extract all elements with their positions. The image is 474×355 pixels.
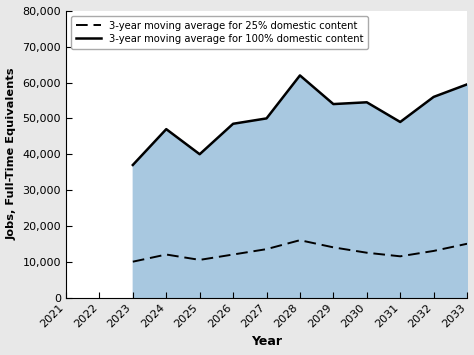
- 3-year moving average for 25% domestic content: [397, 254, 403, 258]
- 3-year moving average for 100% domestic content: [197, 152, 202, 156]
- Legend: 3-year moving average for 25% domestic content, 3-year moving average for 100% d: 3-year moving average for 25% domestic c…: [71, 16, 368, 49]
- 3-year moving average for 25% domestic content: [297, 238, 303, 242]
- 3-year moving average for 100% domestic content: [230, 122, 236, 126]
- 3-year moving average for 25% domestic content: [130, 260, 136, 264]
- 3-year moving average for 25% domestic content: [464, 242, 470, 246]
- 3-year moving average for 100% domestic content: [330, 102, 336, 106]
- 3-year moving average for 25% domestic content: [330, 245, 336, 250]
- 3-year moving average for 25% domestic content: [264, 247, 269, 251]
- 3-year moving average for 100% domestic content: [130, 163, 136, 167]
- Line: 3-year moving average for 25% domestic content: 3-year moving average for 25% domestic c…: [133, 240, 467, 262]
- 3-year moving average for 100% domestic content: [397, 120, 403, 124]
- 3-year moving average for 25% domestic content: [197, 258, 202, 262]
- Y-axis label: Jobs, Full-Time Equivalents: Jobs, Full-Time Equivalents: [7, 68, 17, 240]
- 3-year moving average for 25% domestic content: [431, 249, 437, 253]
- X-axis label: Year: Year: [251, 335, 282, 348]
- 3-year moving average for 25% domestic content: [230, 252, 236, 257]
- 3-year moving average for 25% domestic content: [364, 251, 370, 255]
- 3-year moving average for 25% domestic content: [164, 252, 169, 257]
- Line: 3-year moving average for 100% domestic content: 3-year moving average for 100% domestic …: [133, 75, 467, 165]
- 3-year moving average for 100% domestic content: [431, 95, 437, 99]
- 3-year moving average for 100% domestic content: [464, 82, 470, 87]
- 3-year moving average for 100% domestic content: [297, 73, 303, 77]
- 3-year moving average for 100% domestic content: [164, 127, 169, 131]
- 3-year moving average for 100% domestic content: [364, 100, 370, 104]
- 3-year moving average for 100% domestic content: [264, 116, 269, 121]
